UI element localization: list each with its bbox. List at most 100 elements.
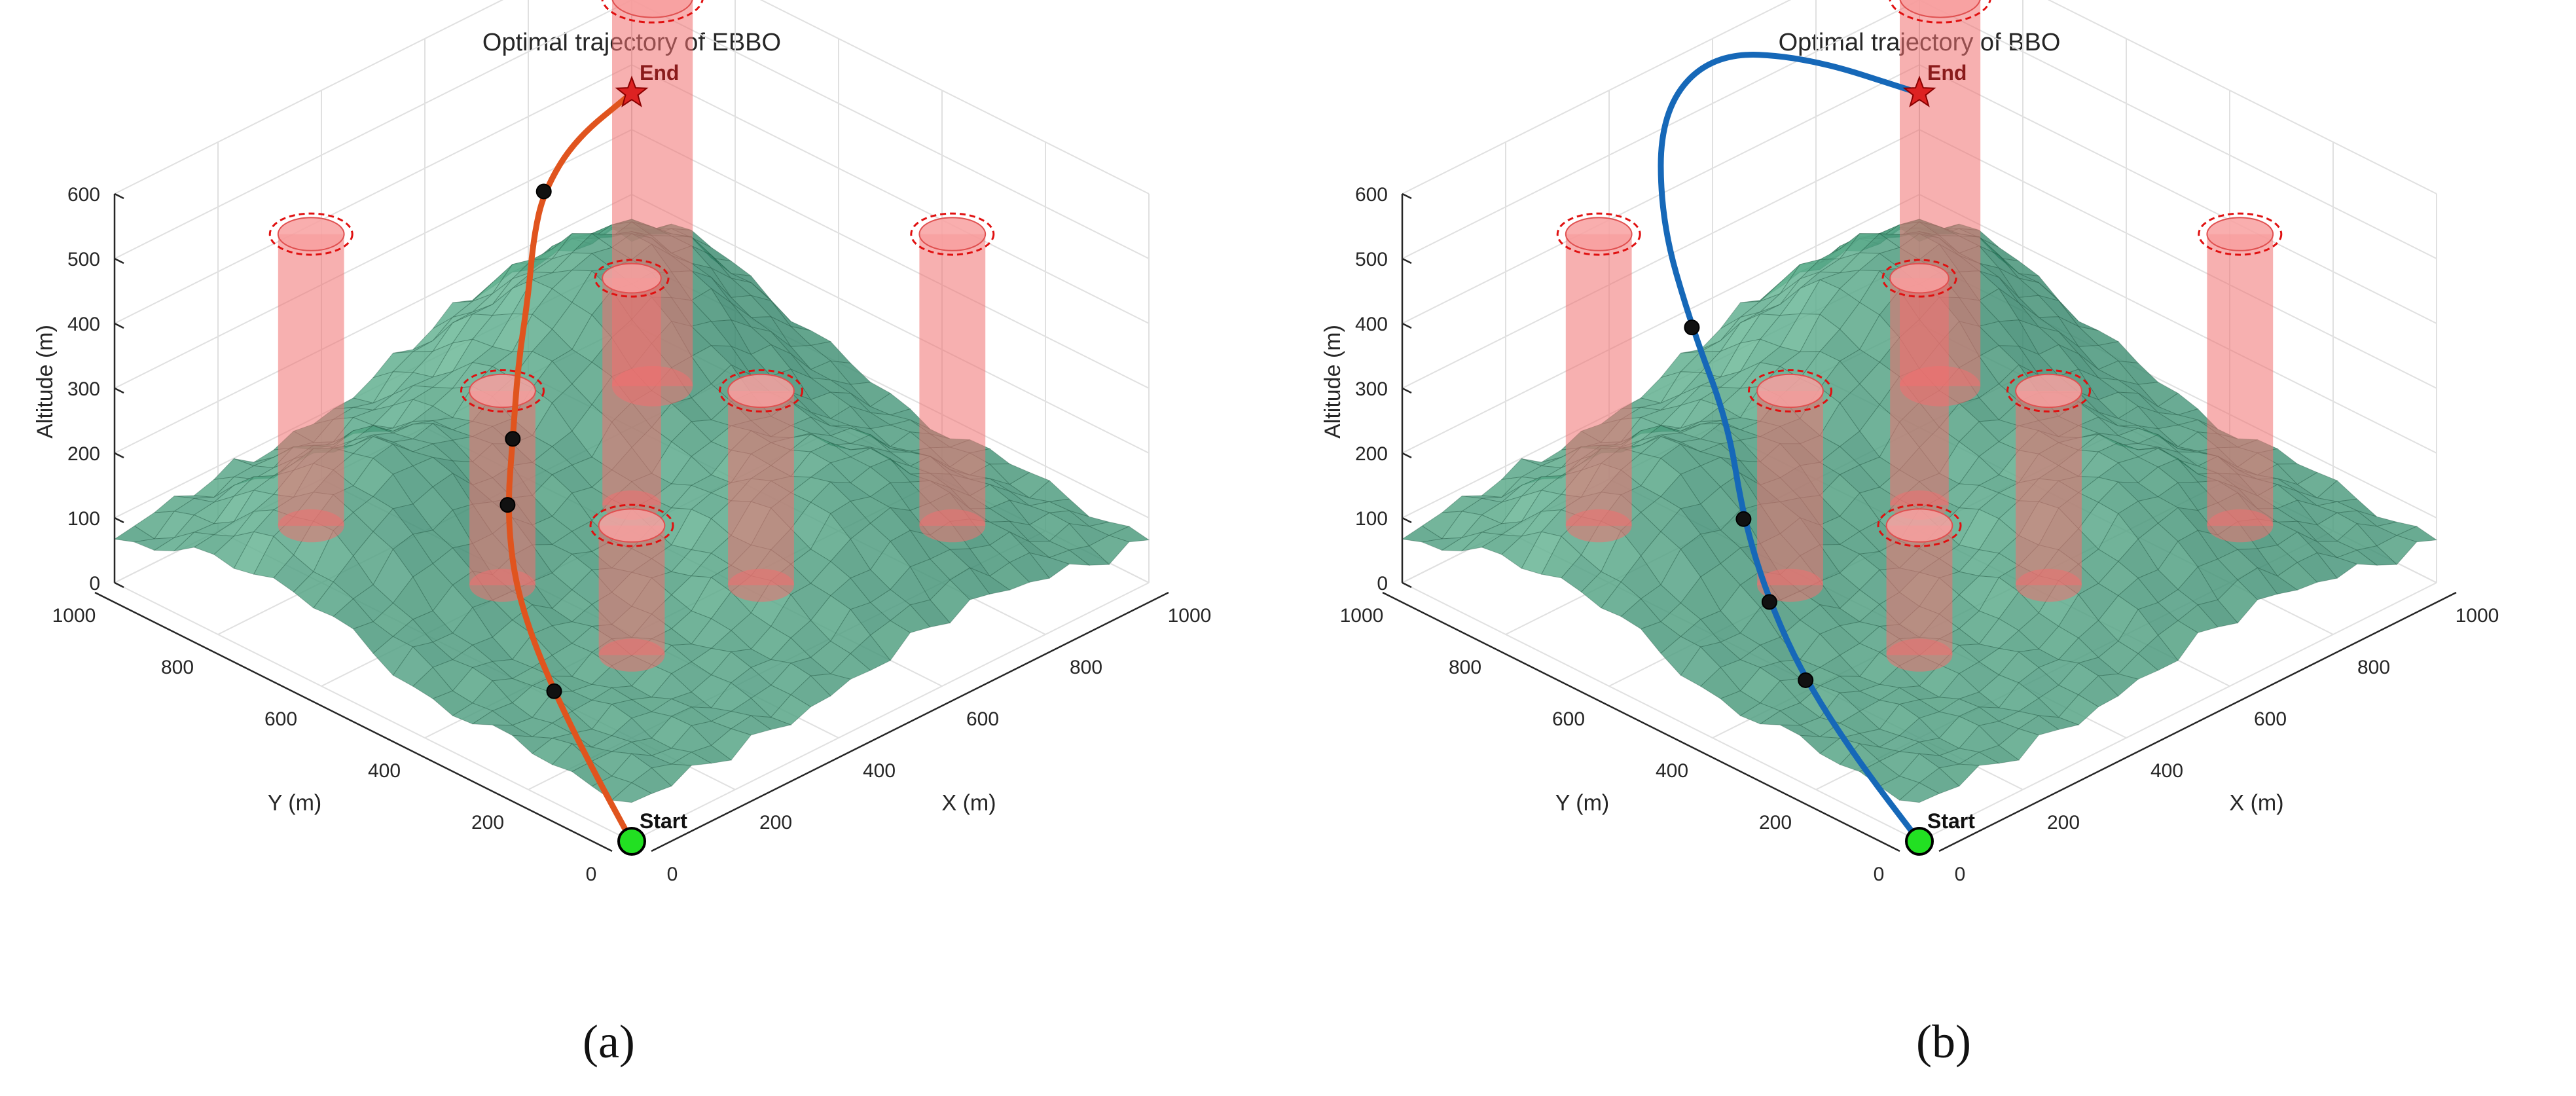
y-tick-label: 800 [1449,657,1481,678]
terrain-patch [1640,458,1682,498]
start-marker [617,827,646,856]
x-tick-label: 800 [1070,657,1102,678]
terrain-patch [393,372,434,395]
waypoint-marker [1735,511,1752,527]
terrain-patch [829,653,871,680]
terrain-patch [393,340,433,354]
danger-zone-ring [460,369,545,412]
terrain-patch [1780,724,1821,737]
terrain-patch [1640,584,1682,623]
terrain-patch [352,584,394,623]
terrain-patch [1859,761,1900,787]
z-tick [114,581,124,589]
terrain-patch [591,751,633,777]
grid-line [114,0,1150,194]
terrain-patch [1680,576,1721,620]
terrain-patch [2018,715,2059,736]
terrain-patch [2018,697,2060,718]
cylinder-body [1757,390,1823,585]
danger-zone-ring [589,503,674,547]
terrain-patch [789,433,832,452]
terrain-patch [472,278,513,313]
cylinder-top [918,217,987,251]
z-axis-label: Altitude (m) [33,325,58,439]
cylinder-top [598,508,666,543]
cylinder-bottom [2207,509,2274,543]
danger-zone-ring [2006,369,2091,412]
z-tick-label: 300 [1355,378,1388,400]
z-tick [1402,517,1412,524]
terrain-patch [1760,278,1801,313]
terrain-patch [2077,433,2120,452]
terrain-patch [730,697,772,718]
z-tick [114,257,124,265]
trajectory-path [505,90,635,845]
start-marker [1905,827,1934,856]
z-tick [114,517,124,524]
waypoint-marker [535,183,552,200]
cylinder-body [2207,234,2274,526]
terrain-patch [174,495,214,499]
terrain-patch [452,703,494,725]
y-tick-label: 200 [471,812,504,833]
terrain-patch [1699,610,1741,643]
z-tick-label: 600 [67,184,100,206]
cylinder-top [1565,217,1633,251]
terrain-patch [472,313,513,348]
danger-zone-ring [268,212,354,256]
panel-b: Optimal trajectory of BBO020040060080010… [1288,0,2575,1096]
terrain-patch [1561,554,1602,593]
y-tick-label: 600 [1552,708,1585,730]
terrain-patch [1048,549,1091,566]
waypoint-marker [546,683,562,699]
cylinder-top [727,373,795,409]
cylinder-body [1886,525,1953,655]
panel-a: Optimal trajectory of EBBO02004006008001… [33,0,1212,1068]
terrain-patch [352,531,394,586]
terrain-patch [630,697,673,712]
waypoint-marker [1761,594,1777,610]
z-tick [114,387,124,394]
terrain-patch [571,699,613,730]
cylinder-top [1885,508,1953,543]
grid-line [1919,582,2437,842]
terrain-patch [1640,405,1682,426]
terrain-patch [790,675,831,708]
waypoint-marker [499,497,516,513]
x-tick-label: 0 [1955,864,1966,885]
terrain-patch [1720,301,1762,329]
terrain-patch [352,496,394,532]
terrain-patch [1819,402,1860,447]
terrain-patch [2037,715,2080,730]
danger-zone-ring [2198,212,2283,256]
terrain-patch [2078,675,2119,708]
x-tick-label: 1000 [2456,605,2499,627]
terrain-patch [1481,534,1523,555]
z-tick [1402,581,1412,589]
cylinder-body [469,390,535,585]
terrain-patch [431,313,474,352]
threat-cylinder [2198,212,2283,543]
terrain-patch [1720,312,1761,341]
threat-cylinder [460,369,545,602]
cylinder-body [1565,234,1632,526]
terrain-patch [1739,703,1781,725]
danger-zone-ring [601,0,704,24]
terrain-patch [1481,476,1523,498]
terrain-patch [651,763,693,787]
y-tick-label: 0 [1874,864,1885,885]
terrain-patch [849,434,891,452]
x-tick-label: 400 [2150,760,2183,782]
z-tick [1402,322,1412,329]
terrain-patch [213,531,255,569]
caption-b: (b) [1916,1015,1971,1068]
cylinder-bottom [1565,509,1632,543]
x-tick-label: 800 [2357,657,2390,678]
trajectory-path [1658,52,1923,845]
terrain-patch [492,724,533,737]
y-tick-label: 200 [1759,812,1792,833]
x-tick-label: 400 [863,760,896,782]
cylinder-bottom [2016,568,2082,602]
x-tick-label: 1000 [1168,605,1212,627]
terrain-patch [1441,532,1482,552]
